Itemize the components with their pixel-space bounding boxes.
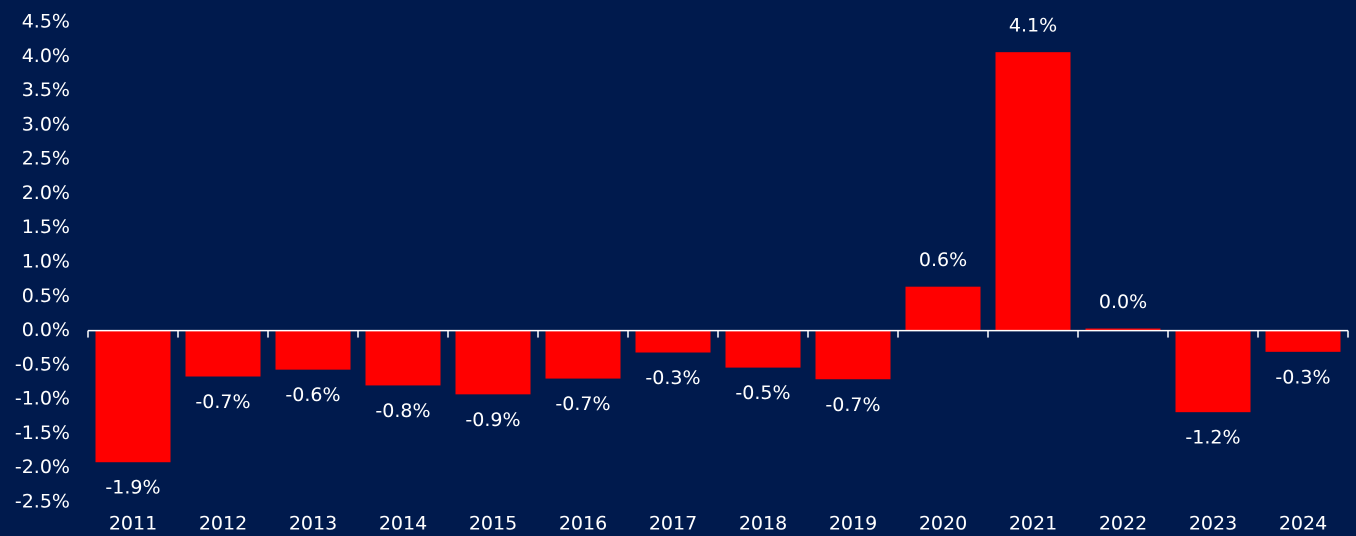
data-label: -0.9% [465, 409, 520, 431]
data-label: 0.0% [1099, 291, 1147, 313]
bar [185, 330, 261, 377]
bar [1265, 330, 1341, 352]
data-label: -0.5% [735, 382, 790, 404]
bar [365, 330, 441, 386]
y-tick-label: -1.0% [15, 388, 70, 410]
data-label: -1.9% [105, 477, 160, 499]
bar [545, 330, 621, 379]
x-tick-label: 2014 [379, 513, 427, 535]
data-label: 0.6% [919, 249, 967, 271]
y-tick-label: -1.5% [15, 422, 70, 444]
data-label: -1.2% [1185, 427, 1240, 449]
y-tick-label: -2.5% [15, 491, 70, 513]
y-tick-label: 3.0% [22, 113, 70, 135]
y-tick-label: 0.0% [22, 319, 70, 341]
y-tick-label: -0.5% [15, 353, 70, 375]
y-tick-label: 2.5% [22, 148, 70, 170]
y-tick-label: 0.5% [22, 285, 70, 307]
bar [1085, 328, 1161, 331]
x-tick-label: 2012 [199, 513, 247, 535]
y-tick-label: -2.0% [15, 456, 70, 478]
bar [635, 330, 711, 353]
y-tick-label: 3.5% [22, 79, 70, 101]
data-label: -0.3% [645, 367, 700, 389]
data-label: -0.7% [825, 394, 880, 416]
y-tick-label: 1.5% [22, 216, 70, 238]
data-label: -0.7% [555, 393, 610, 415]
data-label: -0.6% [285, 384, 340, 406]
y-tick-label: 4.5% [22, 11, 70, 33]
x-tick-label: 2015 [469, 513, 517, 535]
bar [1175, 330, 1251, 413]
data-label: -0.8% [375, 400, 430, 422]
data-label: -0.3% [1275, 366, 1330, 388]
bar [275, 330, 351, 370]
data-label: -0.7% [195, 391, 250, 413]
x-tick-label: 2021 [1009, 513, 1057, 535]
y-tick-label: 1.0% [22, 251, 70, 273]
x-tick-label: 2020 [919, 513, 967, 535]
y-tick-label: 2.0% [22, 182, 70, 204]
bar [725, 330, 801, 368]
x-tick-label: 2018 [739, 513, 787, 535]
x-tick-label: 2013 [289, 513, 337, 535]
x-tick-label: 2024 [1279, 513, 1327, 535]
bar [455, 330, 531, 395]
bar [95, 330, 171, 463]
data-label: 4.1% [1009, 15, 1057, 37]
bar [905, 286, 981, 331]
x-tick-label: 2019 [829, 513, 877, 535]
x-tick-label: 2011 [109, 513, 157, 535]
x-tick-label: 2016 [559, 513, 607, 535]
x-tick-label: 2017 [649, 513, 697, 535]
bar [815, 330, 891, 380]
bar [995, 52, 1071, 331]
y-tick-label: 4.0% [22, 45, 70, 67]
x-tick-label: 2023 [1189, 513, 1237, 535]
x-tick-label: 2022 [1099, 513, 1147, 535]
